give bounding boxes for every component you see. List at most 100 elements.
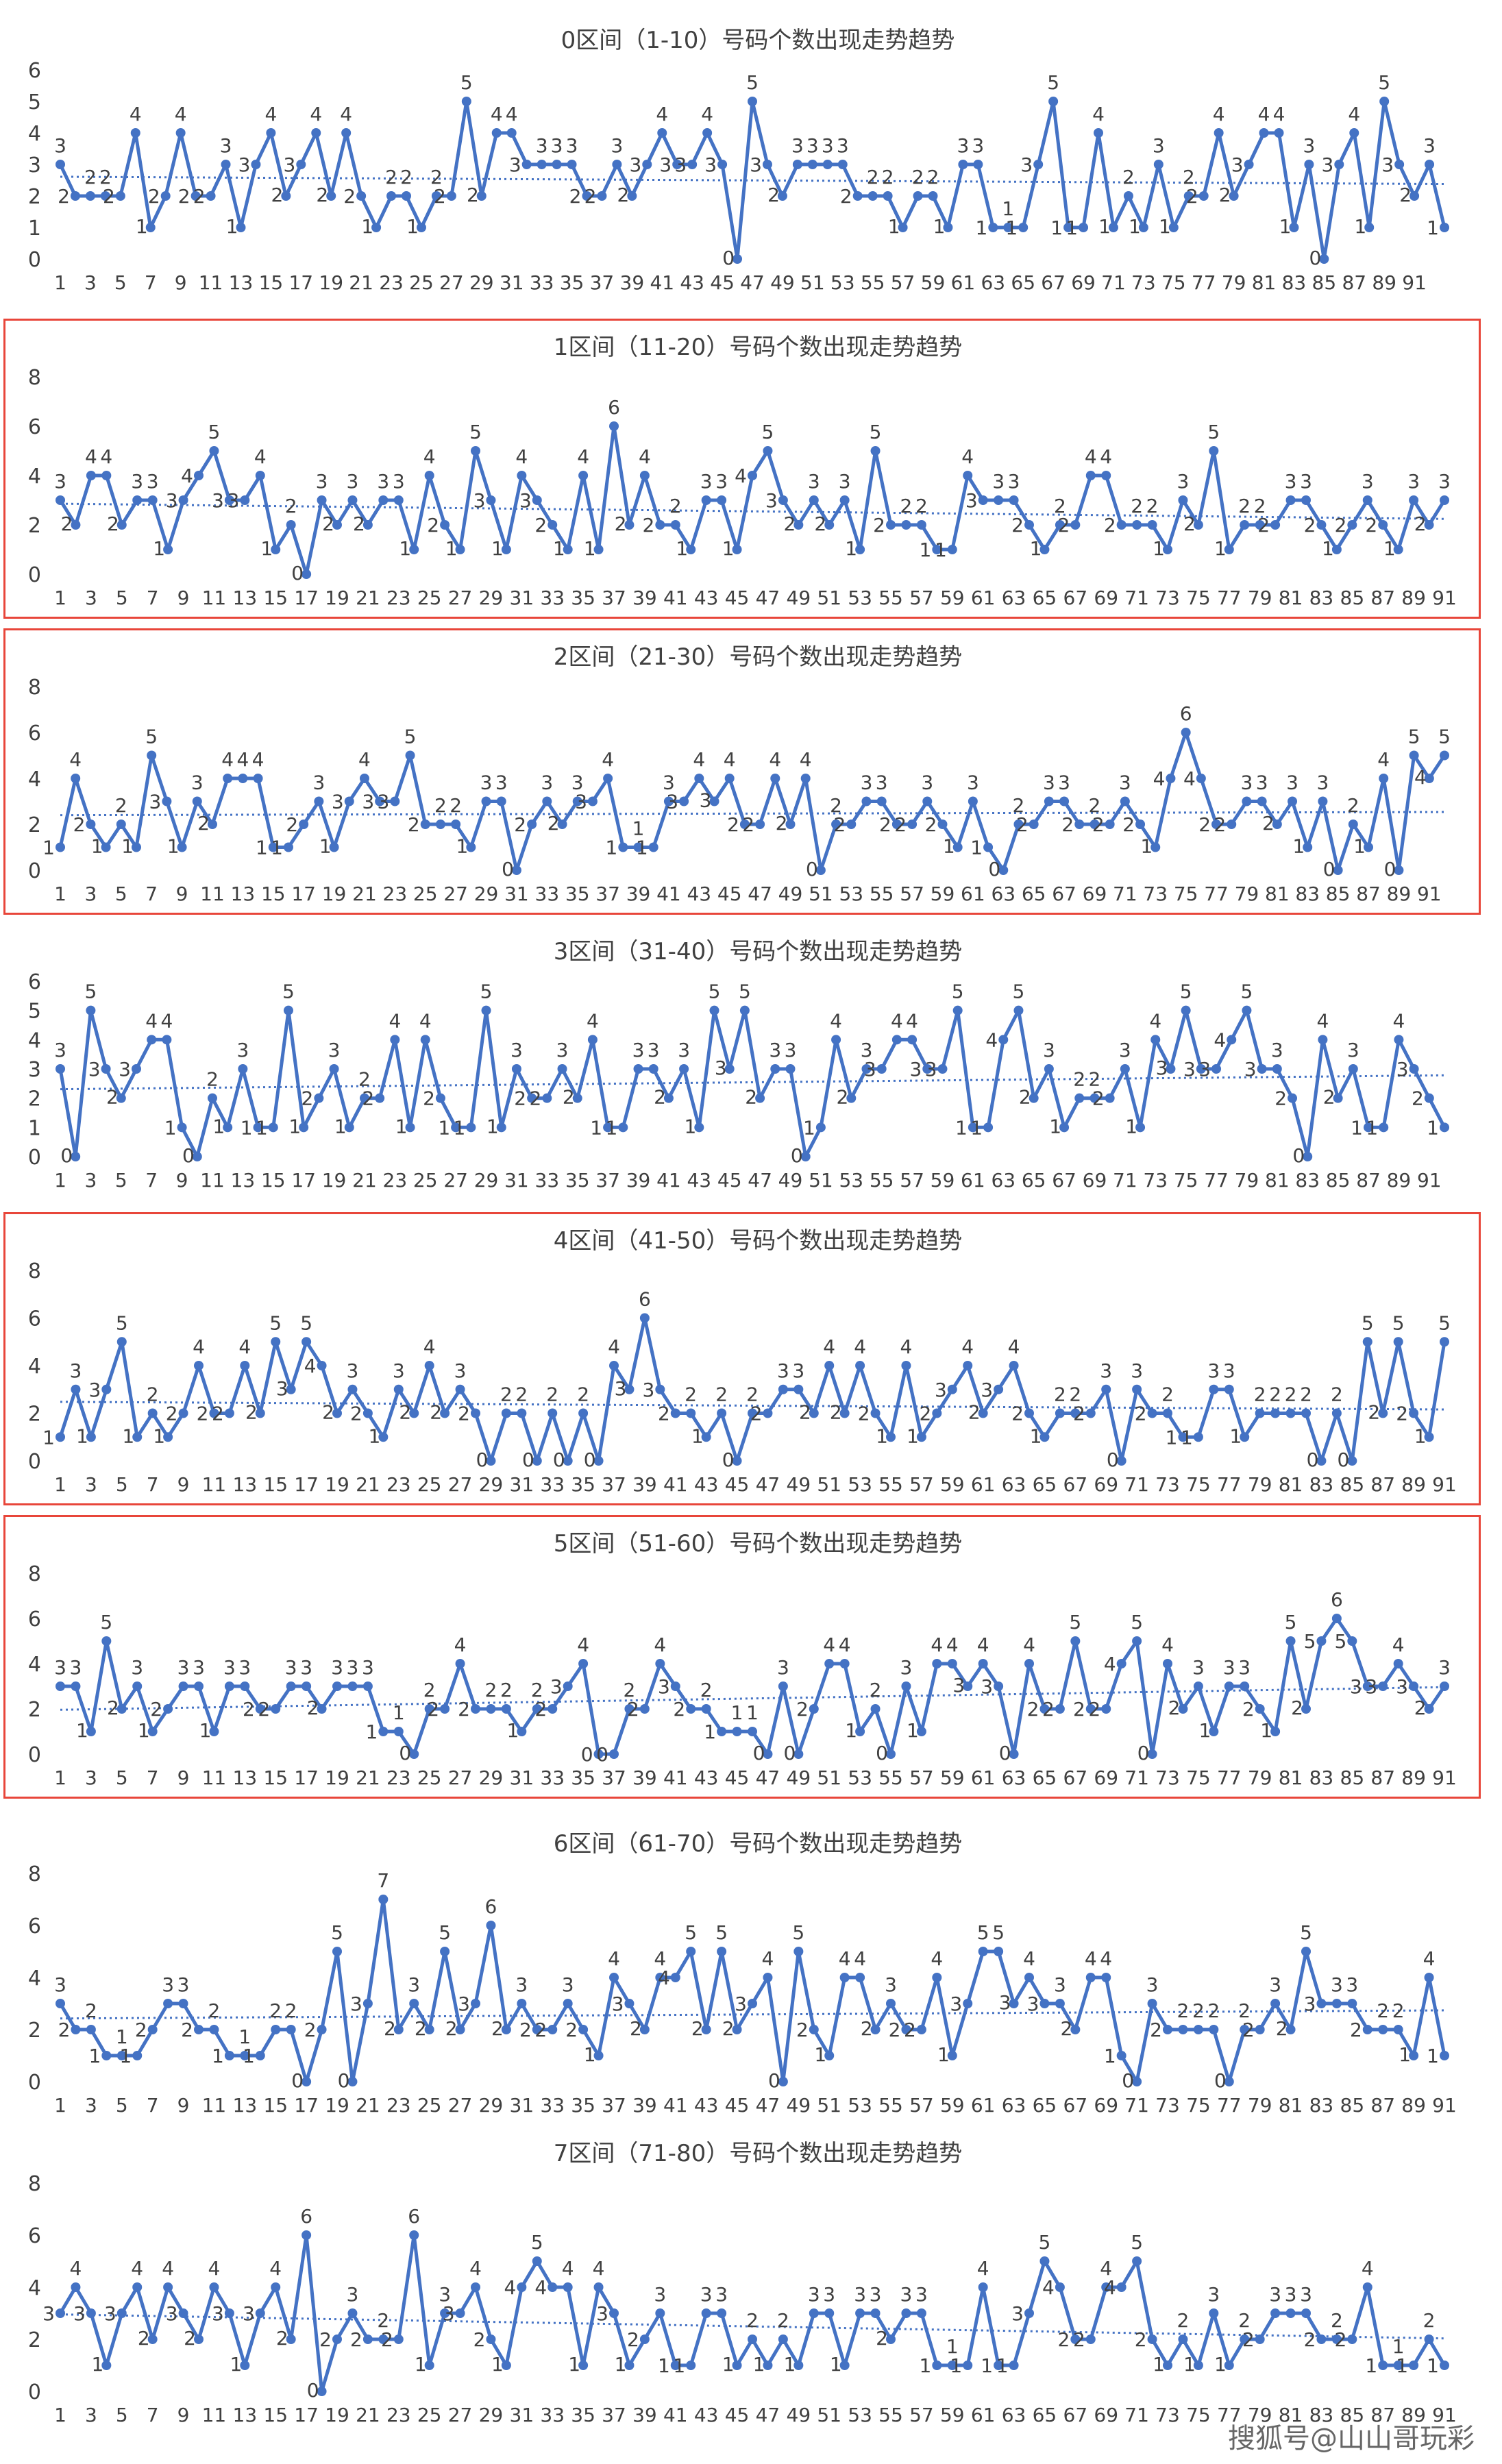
data-point xyxy=(317,2025,327,2034)
x-tick-label: 9 xyxy=(176,1169,188,1192)
data-label: 1 xyxy=(553,537,565,560)
data-point xyxy=(770,774,780,783)
data-point xyxy=(800,774,811,783)
data-label: 4 xyxy=(160,1009,173,1032)
x-tick-label: 25 xyxy=(417,587,442,609)
data-label: 1 xyxy=(334,1115,347,1137)
data-label: 1 xyxy=(950,2354,962,2377)
data-label: 0 xyxy=(291,2069,304,2092)
x-tick-label: 35 xyxy=(571,2404,595,2426)
data-label: 1 xyxy=(136,215,148,238)
data-label: 0 xyxy=(581,1743,593,1766)
data-label: 2 xyxy=(399,1401,411,1424)
x-tick-label: 11 xyxy=(202,587,227,609)
data-label: 6 xyxy=(608,396,620,419)
x-tick-label: 65 xyxy=(1033,2094,1057,2117)
data-point xyxy=(486,495,496,505)
data-label: 1 xyxy=(704,1721,716,1743)
data-point xyxy=(709,1005,719,1015)
data-label: 1 xyxy=(722,2353,735,2376)
x-tick-label: 85 xyxy=(1340,1766,1365,1789)
data-point xyxy=(642,160,652,169)
x-tick-label: 55 xyxy=(870,1169,894,1192)
data-point xyxy=(440,2308,450,2318)
data-point xyxy=(86,820,96,829)
data-label: 5 xyxy=(1438,1311,1451,1334)
data-point xyxy=(378,2334,389,2344)
data-point xyxy=(163,2282,173,2292)
data-point xyxy=(56,842,65,852)
data-label: 0 xyxy=(1384,858,1396,880)
data-point xyxy=(209,2282,219,2292)
data-label: 3 xyxy=(236,1039,249,1061)
x-tick-label: 75 xyxy=(1186,2094,1211,2117)
x-tick-label: 5 xyxy=(116,1473,128,1496)
data-label: 1 xyxy=(1199,1719,1211,1742)
x-tick-label: 45 xyxy=(725,587,750,609)
data-point xyxy=(1196,774,1206,783)
data-point xyxy=(1285,1408,1296,1418)
data-label: 4 xyxy=(1183,767,1196,790)
data-point xyxy=(578,2361,589,2370)
data-label: 3 xyxy=(1207,1359,1220,1382)
data-point xyxy=(178,1408,188,1418)
x-tick-label: 63 xyxy=(1002,1766,1026,1789)
data-point xyxy=(852,191,863,201)
x-tick-label: 75 xyxy=(1186,587,1211,609)
data-point xyxy=(147,1408,158,1418)
data-point xyxy=(194,471,204,480)
data-label: 2 xyxy=(381,2328,393,2351)
x-tick-label: 15 xyxy=(263,1766,288,1789)
data-point xyxy=(901,520,911,530)
data-point xyxy=(132,1432,143,1442)
data-label: 1 xyxy=(1229,1425,1242,1447)
data-label: 2 xyxy=(304,2019,317,2041)
data-label: 3 xyxy=(715,1057,727,1079)
data-point xyxy=(1227,820,1237,829)
data-label: 1 xyxy=(845,1719,857,1742)
data-point xyxy=(251,160,261,169)
data-point xyxy=(332,1408,342,1418)
x-tick-label: 83 xyxy=(1309,2094,1334,2117)
data-point xyxy=(624,1384,635,1394)
data-point xyxy=(177,1122,187,1133)
x-tick-label: 69 xyxy=(1094,2404,1118,2426)
data-label: 3 xyxy=(1011,2302,1024,2325)
data-point xyxy=(886,1999,896,2008)
x-tick-label: 9 xyxy=(177,2094,190,2117)
data-label: 4 xyxy=(358,748,371,771)
data-label: 3 xyxy=(1396,1675,1408,1698)
data-label: 2 xyxy=(515,1383,528,1406)
x-tick-label: 65 xyxy=(1011,271,1035,294)
data-label: 4 xyxy=(658,1967,670,1989)
data-point xyxy=(547,1704,558,1714)
data-point xyxy=(194,1361,204,1370)
data-point xyxy=(876,1064,887,1074)
data-label: 3 xyxy=(1285,2283,1297,2306)
x-tick-label: 59 xyxy=(940,2094,965,2117)
data-label: 3 xyxy=(1198,1058,1211,1081)
data-point xyxy=(891,1035,902,1045)
data-label: 3 xyxy=(515,1973,528,1996)
x-tick-label: 59 xyxy=(931,1169,955,1192)
data-label: 3 xyxy=(70,1359,82,1382)
data-point xyxy=(763,1973,773,1982)
x-tick-label: 87 xyxy=(1342,271,1366,294)
y-tick-label: 6 xyxy=(28,1607,41,1631)
x-tick-label: 5 xyxy=(116,587,128,609)
data-label: 3 xyxy=(350,1993,362,2015)
data-label: 3 xyxy=(1304,1993,1316,2015)
x-tick-label: 89 xyxy=(1401,1766,1426,1789)
data-point xyxy=(393,1384,404,1394)
data-point xyxy=(1440,495,1449,505)
data-label: 3 xyxy=(765,489,778,512)
data-point xyxy=(1079,223,1089,232)
data-label: 2 xyxy=(1168,1697,1181,1719)
data-point xyxy=(1440,750,1449,761)
x-tick-label: 79 xyxy=(1248,2094,1272,2117)
data-label: 2 xyxy=(458,1698,470,1721)
data-label: 4 xyxy=(593,2257,605,2280)
data-point xyxy=(1349,128,1359,138)
data-label: 2 xyxy=(1242,2328,1255,2351)
data-label: 1 xyxy=(456,835,469,858)
